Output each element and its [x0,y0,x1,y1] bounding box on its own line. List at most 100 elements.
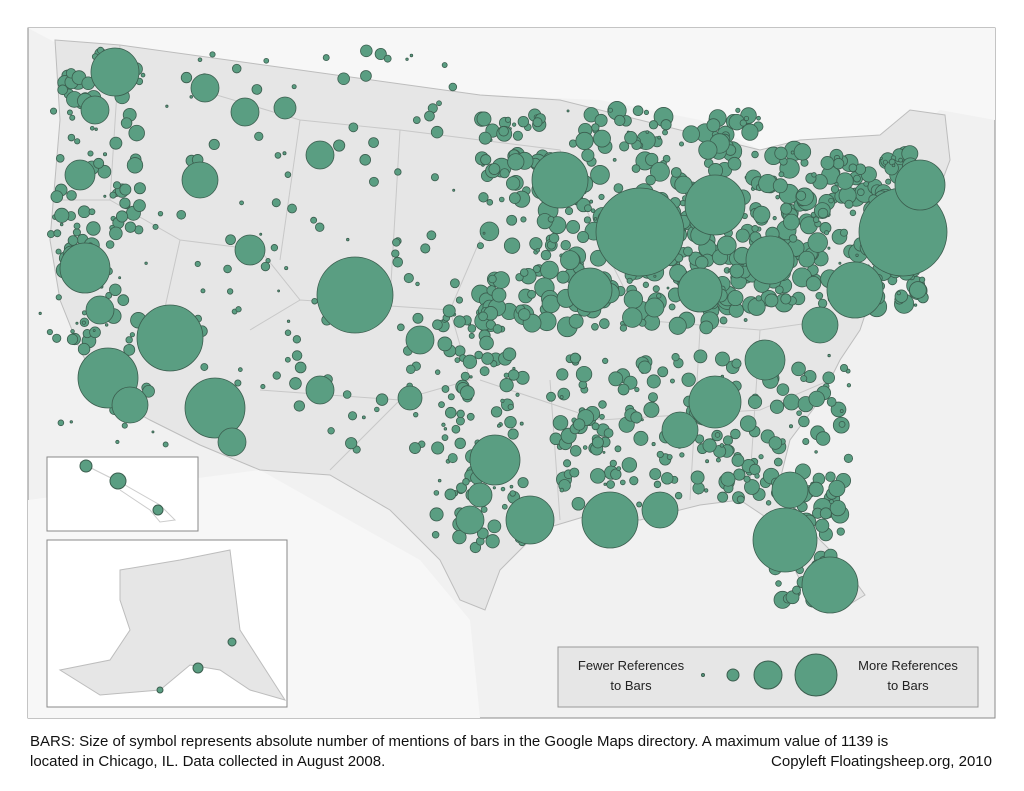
bar-symbol [758,454,764,460]
bar-symbol [59,242,111,294]
bar-symbol [593,217,598,221]
bar-symbol [392,256,404,268]
bar-symbol [118,276,122,280]
bar-symbol [775,194,780,200]
bar-symbol [412,312,424,324]
bar-symbol [556,368,569,381]
bar-symbol [142,384,155,398]
bar-symbol [478,192,489,203]
bar-symbol [93,157,105,169]
bar-symbol [66,109,73,116]
bar-symbol [462,478,470,486]
bar-symbol [89,326,101,339]
bar-symbol [273,96,297,120]
bar-symbol [638,360,652,374]
bar-symbol [540,249,552,261]
bar-symbol [844,199,854,209]
bar-symbol [432,319,443,331]
bar-symbol [668,303,676,311]
bar-symbol [645,152,659,167]
bar-symbol [517,115,530,128]
bar-symbol [656,293,662,299]
bar-symbol [488,274,497,284]
bar-symbol [594,113,608,127]
bar-symbol [284,329,292,336]
bar-symbol [894,159,946,211]
bar-symbol [772,178,788,194]
bar-symbol [455,416,465,426]
bar-symbol [602,357,609,365]
bar-symbol [836,527,845,536]
bar-symbol [814,450,818,454]
bar-symbol [590,208,596,213]
bar-symbol [679,452,685,458]
bar-symbol [839,363,849,373]
bar-symbol [768,436,783,450]
bar-symbol [109,136,123,150]
bar-symbol [454,437,466,450]
bar-symbol [232,63,242,74]
bar-symbol [460,385,475,400]
bar-symbol [714,432,721,438]
bar-symbol [823,230,830,236]
bar-symbol [443,427,448,431]
bar-symbol [591,422,600,431]
bar-symbol [486,199,494,206]
bar-symbol [80,95,110,125]
bar-symbol [559,395,564,400]
bar-symbol [426,230,437,241]
bar-symbol [678,141,685,147]
bar-symbol [291,350,303,361]
bar-symbol [610,468,622,480]
bar-symbol [503,372,509,378]
bar-symbol [693,349,708,364]
bar-symbol [778,171,785,178]
bar-symbol [57,84,68,96]
bar-symbol [254,131,264,141]
bar-symbol [591,322,599,331]
bar-symbol [67,133,76,142]
bar-symbol [67,235,79,246]
bar-symbol [564,206,574,216]
bar-symbol [727,269,731,273]
bar-symbol [598,400,607,409]
bar-symbol [85,295,115,325]
bar-symbol [517,477,529,489]
bar-symbol [184,377,246,439]
bar-symbol [674,175,693,194]
bar-symbol [284,356,291,363]
bar-symbol [622,307,643,328]
bar-symbol [830,185,840,194]
bar-symbol [848,163,858,173]
bar-symbol [826,397,837,407]
bar-symbol [885,178,892,185]
bar-symbol [527,289,537,299]
bar-symbol [397,385,423,411]
bar-symbol [293,400,305,412]
bar-symbol [162,441,169,448]
bar-symbol [490,406,503,418]
bar-symbol [274,152,282,159]
bar-symbol [822,371,835,385]
bar-symbol [361,415,366,420]
bar-symbol [476,242,484,250]
bar-symbol [754,473,760,479]
bar-symbol [839,409,844,413]
bar-symbol [485,534,500,549]
bar-symbol [466,412,475,421]
bar-symbol [599,413,605,420]
bar-symbol [653,274,657,278]
bar-symbol [801,556,859,614]
bar-symbol [891,163,896,168]
bar-symbol [496,423,501,428]
bar-symbol [520,216,527,223]
bar-symbol [838,420,846,428]
inset-symbols [79,459,237,694]
bar-symbol [87,150,94,157]
bar-symbol [515,392,520,397]
bar-symbol [500,486,506,492]
bar-symbol [624,131,638,145]
bar-symbol [505,495,555,545]
bar-symbol [109,283,122,297]
bar-symbol [569,467,580,478]
